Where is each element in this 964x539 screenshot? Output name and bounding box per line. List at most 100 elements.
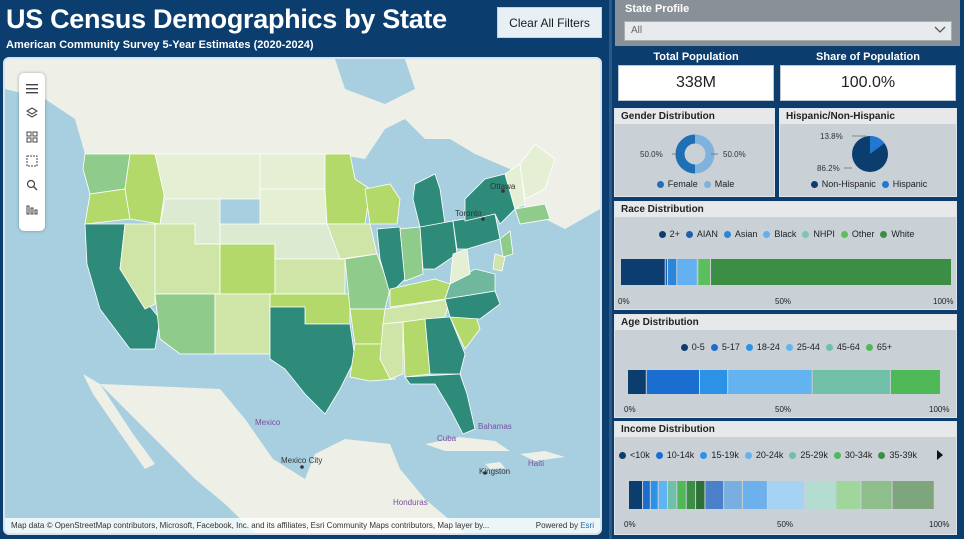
- race-distribution-panel[interactable]: Race Distribution 2+ AIAN Asian Black NHPI Ot…: [614, 201, 957, 310]
- income-bar-segment[interactable]: [643, 481, 650, 509]
- race-legend-dot: [880, 230, 888, 238]
- age-legend-item[interactable]: 5-17: [721, 342, 740, 352]
- age-legend-item[interactable]: 65+: [876, 342, 893, 352]
- layers-icon[interactable]: [21, 101, 43, 125]
- race-legend-dot: [658, 230, 666, 238]
- race-bar-segment[interactable]: [697, 259, 699, 285]
- gender-donut[interactable]: 50.0% 50.0%: [615, 124, 776, 196]
- income-bar-segment[interactable]: [668, 481, 677, 509]
- age-bar-segment[interactable]: [628, 370, 646, 394]
- race-legend-item[interactable]: White: [891, 229, 915, 239]
- race-legend-dot: [802, 230, 810, 238]
- menu-icon[interactable]: [21, 77, 43, 101]
- income-legend-item[interactable]: 25-29k: [800, 450, 828, 460]
- hispanic-distribution-panel[interactable]: Hispanic/Non-Hispanic 13.8% 86.2% Non-Hi…: [779, 108, 957, 197]
- income-bar-segment[interactable]: [658, 481, 667, 509]
- age-bar-segment[interactable]: [728, 370, 812, 394]
- race-legend-item[interactable]: 2+: [669, 229, 680, 239]
- income-bar-segment[interactable]: [742, 481, 767, 509]
- age-legend-item[interactable]: 0-5: [691, 342, 705, 352]
- income-legend-item[interactable]: 10-14k: [666, 450, 695, 460]
- rect-select-icon[interactable]: [21, 149, 43, 173]
- income-bar-segment[interactable]: [686, 481, 696, 509]
- total-population-value: 338M: [618, 65, 774, 101]
- race-legend-dot: [763, 230, 771, 238]
- hispanic-slice-his[interactable]: [870, 135, 885, 154]
- income-bar-segment[interactable]: [767, 481, 805, 509]
- map-canvas[interactable]: Ottawa Toronto Mexico Mexico City Cuba B…: [5, 59, 600, 533]
- map-label-mexico: Mexico: [255, 418, 281, 427]
- income-bar-segment[interactable]: [892, 481, 934, 509]
- income-bar-segment[interactable]: [650, 481, 658, 509]
- income-legend-item[interactable]: 35-39k: [889, 450, 917, 460]
- income-bar-segment[interactable]: [629, 481, 643, 509]
- income-bar-segment[interactable]: [705, 481, 724, 509]
- income-legend-dot: [700, 451, 708, 459]
- income-bar-segment[interactable]: [805, 481, 836, 509]
- age-legend-dot: [825, 343, 833, 351]
- age-legend-item[interactable]: 18-24: [756, 342, 780, 352]
- age-distribution-panel[interactable]: Age Distribution 0-5 5-17 18-24 25-44 45-64 6…: [614, 314, 957, 418]
- gender-distribution-panel[interactable]: Gender Distribution 50.0% 50.0% Female M…: [614, 108, 775, 197]
- age-legend-item[interactable]: 25-44: [796, 342, 820, 352]
- age-legend-dot: [745, 343, 753, 351]
- race-bar-segment[interactable]: [665, 259, 668, 285]
- hispanic-pie[interactable]: 13.8% 86.2%: [780, 124, 958, 196]
- hispanic-legend: Non-Hispanic Hispanic: [780, 179, 958, 189]
- income-legend-item[interactable]: <10k: [630, 450, 650, 460]
- income-axis-50: 50%: [777, 520, 794, 529]
- legend-next-icon[interactable]: [935, 449, 945, 461]
- chart-icon[interactable]: [21, 197, 43, 221]
- age-bar-segment[interactable]: [646, 370, 699, 394]
- race-legend-item[interactable]: Black: [774, 229, 797, 239]
- race-bar-segment[interactable]: [711, 259, 951, 285]
- race-bar-segment[interactable]: [621, 259, 665, 285]
- race-legend-item[interactable]: AIAN: [696, 229, 718, 239]
- income-axis-0: 0%: [624, 520, 636, 529]
- state-profile-selected: All: [631, 25, 643, 36]
- attribution-text: Map data © OpenStreetMap contributors, M…: [11, 521, 490, 530]
- race-bar-segment[interactable]: [677, 259, 697, 285]
- map-label-kingston: Kingston: [479, 467, 510, 476]
- esri-link[interactable]: Esri: [580, 521, 594, 530]
- income-bar-segment[interactable]: [861, 481, 892, 509]
- age-bar-segment[interactable]: [699, 370, 728, 394]
- income-bar-segment[interactable]: [696, 481, 705, 509]
- search-icon[interactable]: [21, 173, 43, 197]
- hispanic-title: Hispanic/Non-Hispanic: [780, 109, 956, 124]
- income-legend-item[interactable]: 30-34k: [844, 450, 873, 460]
- clear-all-filters-button[interactable]: Clear All Filters: [497, 7, 602, 38]
- race-legend-item[interactable]: Other: [851, 229, 875, 239]
- income-legend-dot: [878, 451, 886, 459]
- age-legend-dot: [785, 343, 793, 351]
- income-distribution-panel[interactable]: Income Distribution <10k 10-14k 15-19k 20-2…: [614, 421, 957, 535]
- grid-select-icon[interactable]: [21, 125, 43, 149]
- income-bar-segment[interactable]: [836, 481, 861, 509]
- income-legend-dot: [833, 451, 841, 459]
- state-profile-dropdown[interactable]: All: [624, 21, 952, 41]
- race-legend-item[interactable]: Asian: [734, 229, 758, 239]
- age-bar-segment[interactable]: [812, 370, 890, 394]
- powered-by-text: Powered by: [535, 521, 578, 530]
- gender-slice-female[interactable]: [675, 134, 696, 174]
- map-attribution: Map data © OpenStreetMap contributors, M…: [5, 518, 600, 533]
- race-legend-item[interactable]: NHPI: [813, 229, 835, 239]
- gender-female-pct: 50.0%: [640, 150, 663, 159]
- income-bar-segment[interactable]: [724, 481, 742, 509]
- income-legend-item[interactable]: 15-19k: [711, 450, 739, 460]
- choropleth-map[interactable]: Ottawa Toronto Mexico Mexico City Cuba B…: [3, 57, 602, 535]
- panel-divider: [609, 0, 612, 539]
- age-title: Age Distribution: [615, 315, 956, 330]
- race-bar-segment[interactable]: [668, 259, 677, 285]
- age-legend-item[interactable]: 45-64: [836, 342, 860, 352]
- age-bar-segment[interactable]: [890, 370, 940, 394]
- map-label-cuba: Cuba: [437, 434, 457, 443]
- income-bar[interactable]: [629, 481, 941, 509]
- income-legend-item[interactable]: 20-24k: [755, 450, 784, 460]
- race-bar[interactable]: [621, 259, 952, 285]
- legend-male: Male: [714, 179, 735, 189]
- age-bar[interactable]: [628, 370, 941, 394]
- income-bar-segment[interactable]: [677, 481, 686, 509]
- race-axis-50: 50%: [775, 297, 792, 306]
- race-bar-segment[interactable]: [698, 259, 711, 285]
